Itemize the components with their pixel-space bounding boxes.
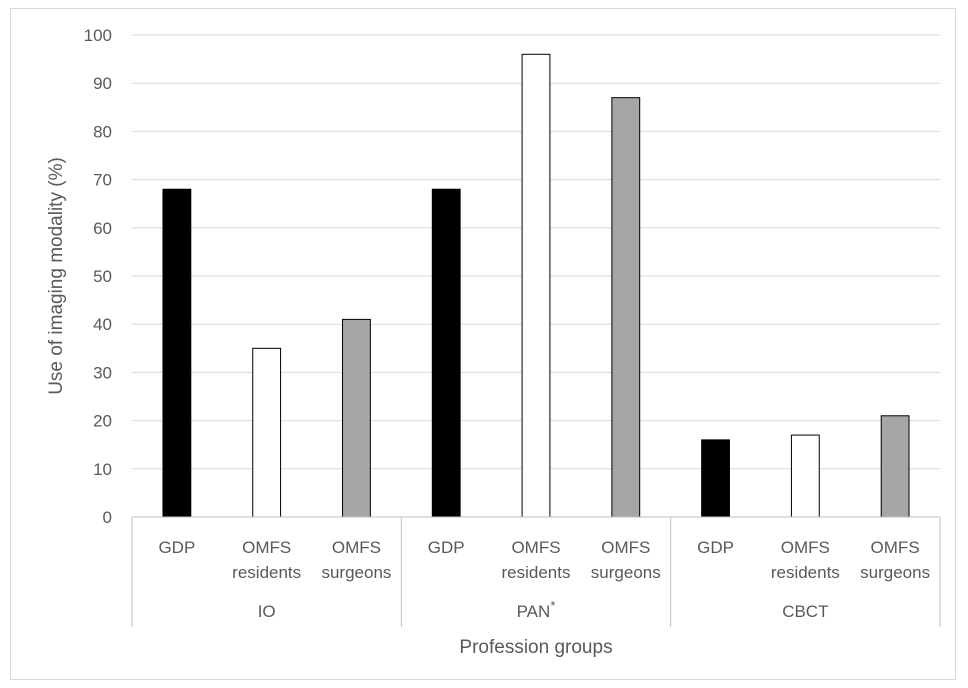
bar bbox=[342, 318, 371, 518]
y-tick-label: 30 bbox=[93, 363, 112, 382]
y-tick-label: 60 bbox=[93, 219, 112, 238]
bars bbox=[162, 53, 910, 518]
category-label: OMFS bbox=[871, 538, 920, 557]
y-tick-label: 80 bbox=[93, 122, 112, 141]
bar bbox=[252, 347, 282, 518]
category-label: OMFS bbox=[332, 538, 381, 557]
group-label: PAN* bbox=[517, 598, 556, 621]
category-label: residents bbox=[502, 563, 571, 582]
category-label: OMFS bbox=[242, 538, 291, 557]
bar bbox=[701, 439, 730, 518]
category-label: surgeons bbox=[591, 563, 661, 582]
bar bbox=[611, 97, 641, 518]
y-tick-label: 70 bbox=[93, 171, 112, 190]
category-label: OMFS bbox=[601, 538, 650, 557]
category-label: residents bbox=[771, 563, 840, 582]
y-tick-label: 0 bbox=[103, 508, 112, 527]
category-label: GDP bbox=[158, 538, 195, 557]
category-label: surgeons bbox=[321, 563, 391, 582]
category-label: OMFS bbox=[511, 538, 560, 557]
y-tick-label: 40 bbox=[93, 315, 112, 334]
bar bbox=[431, 188, 461, 518]
bar bbox=[790, 434, 820, 518]
category-label: GDP bbox=[428, 538, 465, 557]
bar bbox=[162, 188, 192, 518]
category-label: residents bbox=[232, 563, 301, 582]
y-tick-label: 90 bbox=[93, 74, 112, 93]
y-tick-label: 100 bbox=[84, 26, 112, 45]
category-label: GDP bbox=[697, 538, 734, 557]
bar bbox=[880, 415, 910, 518]
bar bbox=[521, 53, 551, 518]
y-tick-label: 50 bbox=[93, 267, 112, 286]
y-axis-title: Use of imaging modality (%) bbox=[46, 157, 67, 395]
y-tick-label: 10 bbox=[93, 460, 112, 479]
x-axis-title: Profession groups bbox=[459, 637, 612, 658]
labels: 0 10 20 30 40 50 60 70 80 90 100 GDP OMFS residents OM… bbox=[84, 26, 930, 621]
group-label: CBCT bbox=[782, 602, 828, 621]
category-label: OMFS bbox=[781, 538, 830, 557]
axes bbox=[131, 516, 941, 627]
category-label: surgeons bbox=[860, 563, 930, 582]
y-tick-label: 20 bbox=[93, 412, 112, 431]
group-label: IO bbox=[258, 602, 276, 621]
